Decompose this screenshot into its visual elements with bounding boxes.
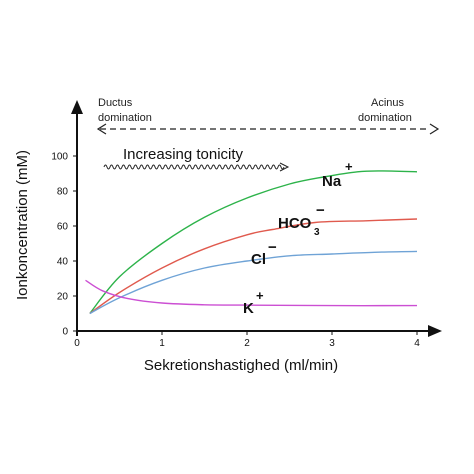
series-line-k (85, 279, 418, 307)
na-label: Na (322, 173, 342, 190)
hco3-label: HCO (278, 215, 312, 232)
y-axis-title: Ionkoncentration (mM) (14, 150, 31, 300)
tonicity-arrow-head (279, 162, 290, 172)
tonicity-label: Increasing tonicity (123, 146, 244, 163)
y-tick-label: 100 (51, 152, 68, 163)
cl-label: Cl (251, 251, 266, 268)
acinus-label-line2: domination (358, 112, 412, 124)
domination-arrow-right-head (429, 123, 440, 135)
x-axis-arrow (428, 325, 442, 337)
hco3-subscript: 3 (314, 227, 320, 238)
series-line-hco3 (89, 218, 418, 315)
x-tick-label: 3 (329, 338, 335, 349)
x-tick-label: 4 (414, 338, 420, 349)
y-tick-label: 80 (57, 187, 69, 198)
series-line-na (89, 170, 418, 314)
ductus-label-line1: Ductus (98, 97, 133, 109)
tonicity-wavy-arrow (103, 164, 285, 170)
hco3-superscript: − (316, 202, 325, 219)
y-tick-label: 60 (57, 222, 69, 233)
k-label: K (243, 300, 254, 317)
na-superscript: + (345, 159, 353, 174)
acinus-label-line1: Acinus (371, 97, 405, 109)
ductus-label-line2: domination (98, 112, 152, 124)
x-tick-label: 2 (244, 338, 250, 349)
series-line-cl (89, 250, 418, 315)
cl-superscript: − (268, 239, 277, 256)
y-tick-label: 0 (62, 327, 68, 338)
k-superscript: + (256, 288, 264, 303)
y-tick-label: 20 (57, 292, 69, 303)
y-tick-label: 40 (57, 257, 69, 268)
y-axis-arrow (71, 100, 83, 114)
domination-arrow-left-head (96, 123, 107, 135)
x-axis-title: Sekretionshastighed (ml/min) (144, 357, 338, 374)
x-tick-label: 0 (74, 338, 80, 349)
x-tick-label: 1 (159, 338, 165, 349)
